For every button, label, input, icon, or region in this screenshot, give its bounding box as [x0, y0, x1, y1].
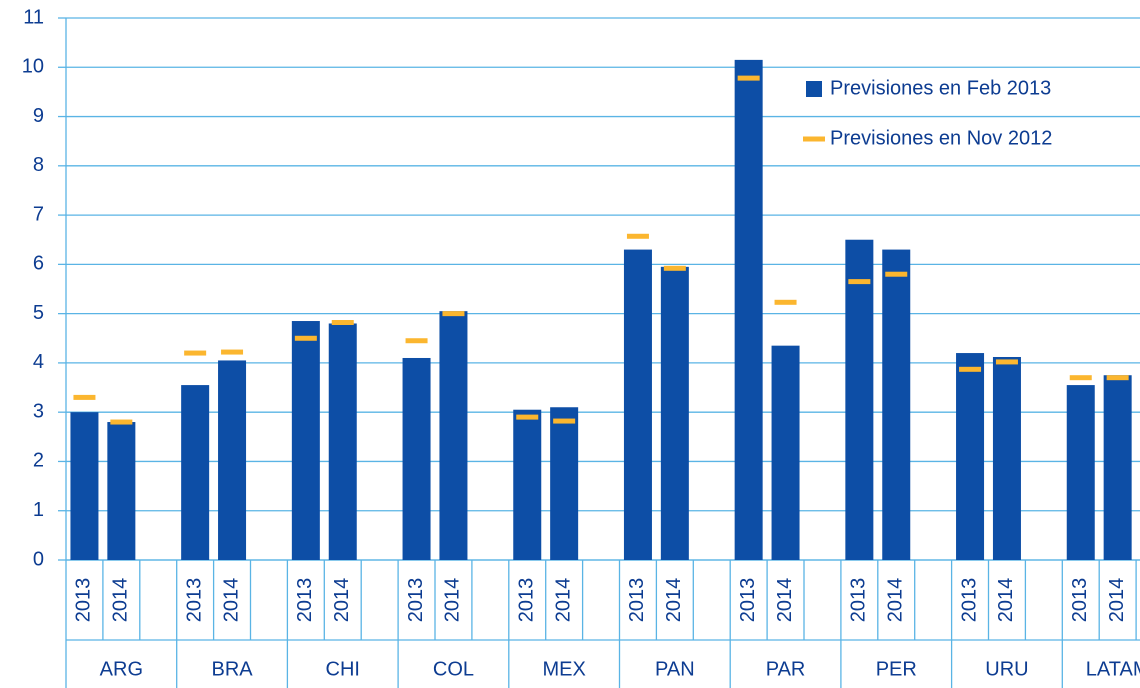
x-group-label: PAN: [655, 658, 695, 680]
y-tick-label: 7: [33, 203, 44, 225]
bar: [107, 422, 136, 560]
y-tick-label: 9: [33, 105, 44, 127]
dash-marker: [405, 338, 428, 344]
bar: [550, 407, 579, 560]
dash-marker: [1106, 375, 1129, 381]
x-subcategory-label: 2014: [1106, 578, 1128, 623]
dash-marker: [294, 335, 317, 341]
x-subcategory-label: 2013: [626, 578, 648, 623]
x-subcategory-label: 2013: [405, 578, 427, 623]
x-group-label: PER: [876, 658, 917, 680]
legend-label: Previsiones en Feb 2013: [830, 77, 1051, 99]
bar: [328, 323, 357, 560]
x-subcategory-label: 2013: [737, 578, 759, 623]
y-tick-label: 1: [33, 499, 44, 521]
x-subcategory-label: 2014: [331, 578, 353, 623]
bar: [513, 409, 542, 560]
dash-marker: [959, 366, 982, 372]
x-group-label: CHI: [326, 658, 360, 680]
x-subcategory-label: 2013: [848, 578, 870, 623]
bar: [402, 357, 431, 560]
y-tick-label: 6: [33, 253, 44, 275]
x-group-label: LATAM: [1086, 658, 1140, 680]
bar: [181, 385, 210, 560]
dash-marker: [1069, 375, 1092, 381]
dash-marker: [110, 419, 133, 425]
bar: [882, 249, 911, 560]
x-subcategory-label: 2014: [995, 578, 1017, 623]
dash-marker: [516, 414, 539, 420]
x-subcategory-label: 2014: [552, 578, 574, 623]
bar: [956, 353, 985, 560]
x-subcategory-label: 2013: [958, 578, 980, 623]
dash-marker: [737, 75, 760, 81]
y-tick-label: 2: [33, 450, 44, 472]
x-subcategory-label: 2014: [110, 578, 132, 623]
x-subcategory-label: 2013: [73, 578, 95, 623]
bar: [771, 345, 800, 560]
legend-swatch: [806, 81, 822, 97]
x-subcategory-label: 2014: [885, 578, 907, 623]
bar: [70, 412, 99, 560]
bar: [218, 360, 247, 560]
y-tick-label: 5: [33, 302, 44, 324]
bar: [845, 239, 874, 560]
x-subcategory-label: 2013: [1069, 578, 1091, 623]
bar: [734, 59, 763, 561]
y-tick-label: 8: [33, 154, 44, 176]
x-subcategory-label: 2014: [220, 578, 242, 623]
y-tick-label: 0: [33, 548, 44, 570]
y-tick-label: 4: [33, 351, 44, 373]
dash-marker: [442, 311, 465, 317]
bar: [439, 311, 468, 560]
dash-marker: [885, 271, 908, 277]
x-group-label: MEX: [542, 658, 585, 680]
legend-swatch: [803, 136, 825, 142]
x-group-label: URU: [985, 658, 1028, 680]
bar: [1103, 375, 1132, 560]
x-subcategory-label: 2013: [294, 578, 316, 623]
dash-marker: [553, 418, 576, 424]
x-subcategory-label: 2014: [442, 578, 464, 623]
y-tick-label: 3: [33, 400, 44, 422]
bar: [1066, 385, 1095, 560]
x-subcategory-label: 2013: [516, 578, 538, 623]
x-subcategory-label: 2013: [183, 578, 205, 623]
bar: [992, 356, 1021, 560]
dash-marker: [73, 394, 96, 400]
bar: [623, 249, 652, 560]
x-subcategory-label: 2014: [663, 578, 685, 623]
dash-marker: [995, 359, 1018, 365]
x-group-label: ARG: [100, 658, 143, 680]
x-group-label: BRA: [211, 658, 253, 680]
dash-marker: [774, 299, 797, 305]
dash-marker: [331, 320, 354, 326]
bar: [660, 266, 689, 560]
legend-label: Previsiones en Nov 2012: [830, 127, 1052, 149]
bar: [291, 321, 320, 560]
dash-marker: [184, 350, 207, 356]
x-group-label: COL: [433, 658, 474, 680]
y-tick-label: 10: [22, 56, 44, 78]
dash-marker: [848, 279, 871, 285]
y-tick-label: 11: [23, 6, 44, 28]
x-subcategory-label: 2014: [774, 578, 796, 623]
dash-marker: [663, 265, 686, 271]
x-group-label: PAR: [766, 658, 806, 680]
dash-marker: [221, 349, 244, 355]
dash-marker: [626, 233, 649, 239]
